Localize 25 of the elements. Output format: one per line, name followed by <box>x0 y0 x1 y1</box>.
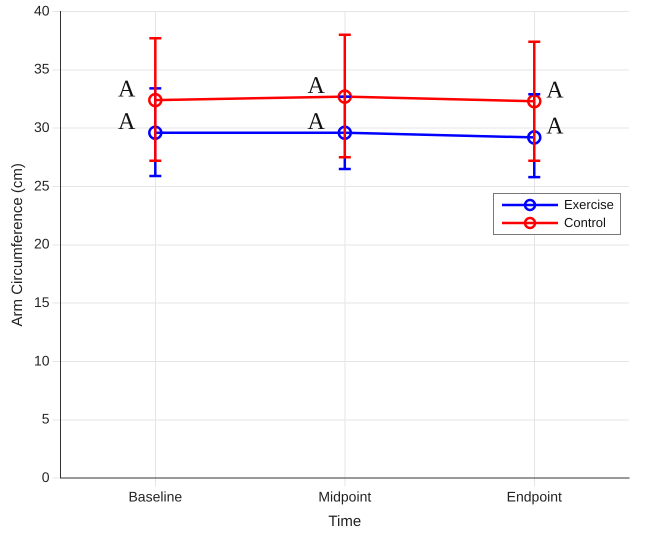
y-tick-label: 5 <box>42 410 50 427</box>
annotation: A <box>118 109 136 136</box>
point <box>527 94 542 109</box>
annotation: A <box>546 114 564 140</box>
x-axis-title: Time <box>328 513 362 530</box>
y-tick-label: 15 <box>34 294 50 310</box>
y-tick-label: 35 <box>34 60 50 77</box>
annotation: A <box>546 78 564 104</box>
y-tick-label: 40 <box>34 2 50 18</box>
legend-label: Control <box>564 215 606 230</box>
y-axis-title: Arm Circumference (cm) <box>9 163 26 326</box>
y-tick-label: 0 <box>42 469 50 486</box>
y-tick-label: 20 <box>34 236 50 252</box>
x-tick-label: Endpoint <box>506 488 562 504</box>
x-tick-label: Baseline <box>128 488 182 504</box>
y-tick-label: 25 <box>34 177 50 194</box>
point <box>148 92 163 108</box>
annotation: A <box>307 72 326 99</box>
annotation: A <box>118 76 136 102</box>
y-tick-label: 10 <box>34 352 50 368</box>
x-tick-label: Midpoint <box>318 488 372 504</box>
annotation: A <box>307 109 326 136</box>
point <box>338 89 352 104</box>
legend-label: Exercise <box>564 197 614 212</box>
y-tick-label: 30 <box>34 118 50 135</box>
